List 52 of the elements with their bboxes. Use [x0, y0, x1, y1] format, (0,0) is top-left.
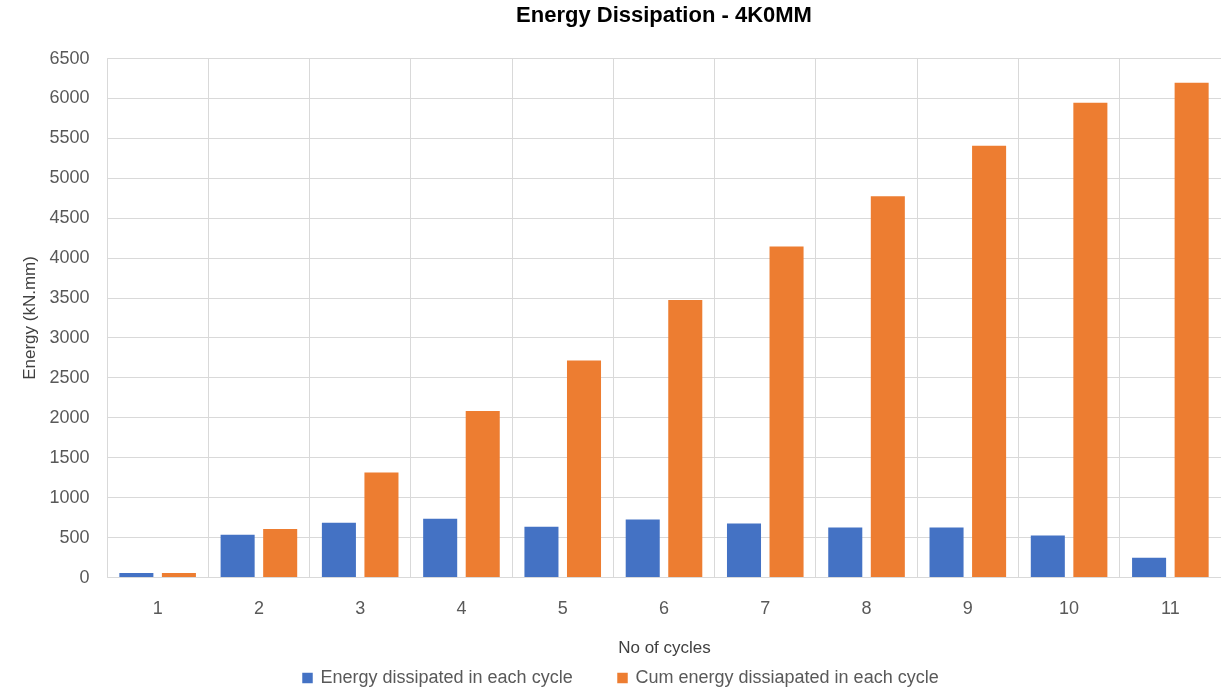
x-tick-label: 8 [861, 597, 872, 618]
bar [668, 299, 703, 577]
bar [1030, 535, 1065, 577]
bar [870, 196, 905, 577]
bar [161, 573, 196, 577]
y-tick-label: 500 [59, 526, 90, 547]
x-tick-label: 1 [152, 597, 163, 618]
bar [726, 523, 762, 577]
y-tick-label: 4000 [49, 247, 90, 268]
bar [119, 573, 154, 577]
bar [364, 472, 399, 577]
bar [220, 534, 255, 577]
y-tick-label: 6000 [49, 87, 90, 108]
bar [929, 527, 964, 577]
bar [566, 360, 602, 577]
bar [769, 246, 804, 577]
y-tick-label: 1500 [49, 446, 90, 467]
x-tick-label: 9 [962, 597, 973, 618]
bar [524, 526, 559, 577]
legend-label: Cum energy dissiapated in each cycle [635, 667, 939, 687]
bar [321, 522, 356, 577]
bar [1073, 102, 1108, 577]
bar [625, 519, 660, 577]
y-tick-label: 6500 [49, 47, 90, 68]
bar [465, 410, 500, 577]
bar [423, 518, 458, 577]
bar [1174, 82, 1209, 577]
bar [263, 529, 298, 577]
bar [1132, 557, 1167, 577]
y-tick-label: 3500 [49, 287, 90, 308]
bar [972, 145, 1007, 577]
x-tick-label: 5 [557, 597, 568, 618]
y-tick-label: 3000 [49, 326, 90, 347]
x-tick-label: 11 [1161, 597, 1180, 618]
chart-title: Energy Dissipation - 4K0MM [516, 2, 812, 27]
x-tick-label: 6 [658, 597, 670, 618]
x-axis-title: No of cycles [618, 637, 711, 657]
y-tick-label: 4500 [49, 207, 90, 228]
x-tick-label: 10 [1059, 597, 1080, 618]
y-tick-label: 0 [79, 566, 90, 587]
x-tick-label: 3 [355, 597, 366, 618]
x-tick-label: 4 [456, 597, 467, 618]
y-axis-title: Energy (kN.mm) [20, 256, 40, 380]
y-tick-label: 5000 [49, 167, 90, 188]
y-tick-label: 2500 [49, 366, 90, 387]
y-tick-label: 5500 [49, 127, 90, 148]
y-tick-label: 1000 [49, 486, 90, 507]
x-tick-label: 2 [253, 597, 264, 618]
bar [828, 527, 863, 577]
legend-label: Energy dissipated in each cycle [320, 667, 573, 687]
x-tick-label: 7 [760, 597, 771, 618]
y-tick-label: 2000 [49, 406, 90, 427]
